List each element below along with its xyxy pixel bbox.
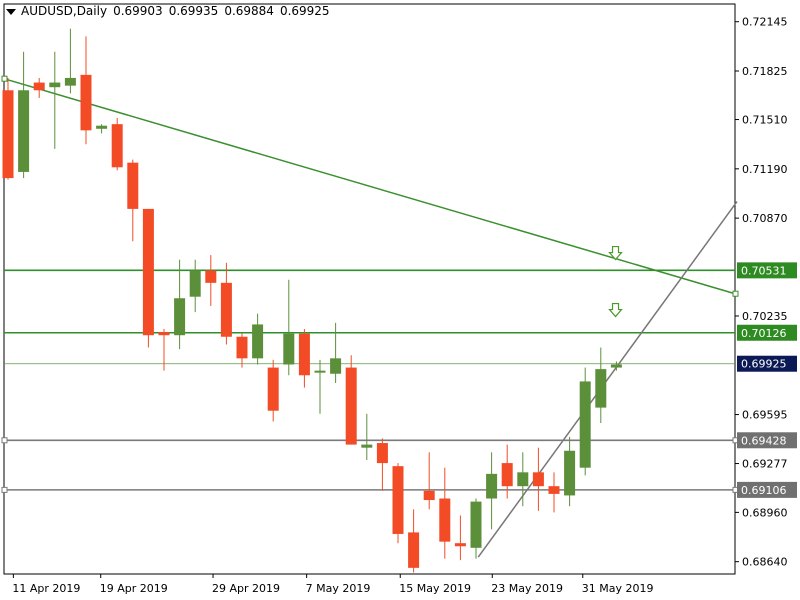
bear-candle[interactable] — [158, 332, 170, 336]
bear-candle[interactable] — [80, 74, 92, 131]
y-tick-label: 0.71825 — [742, 65, 788, 78]
bear-candle[interactable] — [501, 463, 513, 487]
bear-candle[interactable] — [408, 532, 420, 568]
x-tick-label: 29 Apr 2019 — [212, 582, 280, 595]
close-value: 0.69925 — [279, 4, 330, 18]
y-tick-label: 0.68640 — [742, 556, 788, 569]
current-price-label-bg — [737, 355, 797, 372]
bear-candle[interactable] — [2, 90, 14, 179]
level-label-bg — [737, 481, 797, 498]
bear-candle[interactable] — [33, 82, 45, 91]
bull-candle[interactable] — [18, 90, 30, 172]
bull-candle[interactable] — [470, 501, 482, 548]
bear-candle[interactable] — [345, 367, 357, 445]
y-tick-label: 0.69595 — [742, 409, 788, 422]
down-arrow-icon — [608, 302, 623, 318]
bull-candle[interactable] — [517, 472, 529, 487]
level-label-bg — [737, 262, 797, 279]
x-tick-label: 15 May 2019 — [399, 582, 471, 595]
y-tick-label: 0.69277 — [742, 458, 788, 471]
bull-candle[interactable] — [330, 358, 342, 374]
current-price-label: 0.69925 — [741, 358, 787, 371]
bull-candle[interactable] — [486, 473, 498, 499]
plot-frame — [3, 3, 736, 575]
bull-candle[interactable] — [174, 298, 186, 336]
bull-candle[interactable] — [49, 82, 61, 88]
y-tick-label: 0.68960 — [742, 506, 788, 519]
bear-candle[interactable] — [454, 543, 466, 547]
bear-candle[interactable] — [127, 162, 139, 209]
bull-candle[interactable] — [564, 450, 576, 496]
bull-candle[interactable] — [361, 444, 373, 448]
menu-triangle-icon[interactable] — [6, 8, 16, 15]
bear-candle[interactable] — [548, 486, 560, 494]
bear-candle[interactable] — [205, 270, 217, 283]
down-arrow-icon — [608, 245, 623, 261]
level-label: 0.69106 — [741, 484, 787, 497]
level-label: 0.70126 — [741, 327, 787, 340]
trendline-handle[interactable] — [732, 290, 739, 297]
bear-candle[interactable] — [439, 498, 451, 542]
y-tick-label: 0.72145 — [742, 16, 788, 29]
bear-candle[interactable] — [423, 490, 435, 501]
x-tick-label: 31 May 2019 — [582, 582, 654, 595]
y-tick-label: 0.71190 — [742, 163, 788, 176]
bull-candle[interactable] — [595, 369, 607, 408]
bear-candle[interactable] — [532, 472, 544, 487]
bear-candle[interactable] — [236, 336, 248, 359]
bear-candle[interactable] — [376, 443, 388, 464]
trendline-handle[interactable] — [1, 75, 8, 82]
low-value: 0.69884 — [224, 4, 274, 18]
level-handle[interactable] — [1, 437, 8, 444]
bull-candle[interactable] — [189, 270, 201, 297]
support-trendline[interactable] — [477, 201, 738, 558]
y-tick-label: 0.70870 — [742, 212, 788, 225]
open-value: 0.69903 — [113, 4, 163, 18]
bear-candle[interactable] — [142, 208, 154, 336]
y-tick-label: 0.70235 — [742, 310, 788, 323]
level-label-bg — [737, 324, 797, 341]
bear-candle[interactable] — [392, 466, 404, 534]
bear-candle[interactable] — [298, 333, 310, 376]
level-label: 0.70531 — [741, 264, 787, 277]
level-handle[interactable] — [1, 486, 8, 493]
bull-candle[interactable] — [252, 324, 264, 359]
x-tick-label: 7 May 2019 — [306, 582, 371, 595]
bull-candle[interactable] — [96, 125, 108, 129]
resistance-trendline[interactable] — [3, 77, 736, 295]
bear-candle[interactable] — [111, 124, 123, 168]
x-tick-label: 11 Apr 2019 — [12, 582, 80, 595]
bear-candle[interactable] — [220, 282, 232, 337]
y-tick-label: 0.71510 — [742, 114, 788, 127]
x-tick-label: 19 Apr 2019 — [100, 582, 168, 595]
bull-candle[interactable] — [314, 370, 326, 373]
high-value: 0.69935 — [168, 4, 219, 18]
bull-candle[interactable] — [579, 381, 591, 468]
level-label: 0.69428 — [741, 434, 787, 447]
bull-candle[interactable] — [610, 364, 622, 368]
chart-header: AUDUSD,Daily 0.69903 0.69935 0.69884 0.69925 — [6, 4, 336, 18]
symbol-label: AUDUSD,Daily — [21, 4, 108, 18]
x-tick-label: 23 May 2019 — [491, 582, 563, 595]
level-label-bg — [737, 432, 797, 449]
bear-candle[interactable] — [267, 367, 279, 411]
bull-candle[interactable] — [64, 77, 76, 86]
bull-candle[interactable] — [283, 333, 295, 365]
